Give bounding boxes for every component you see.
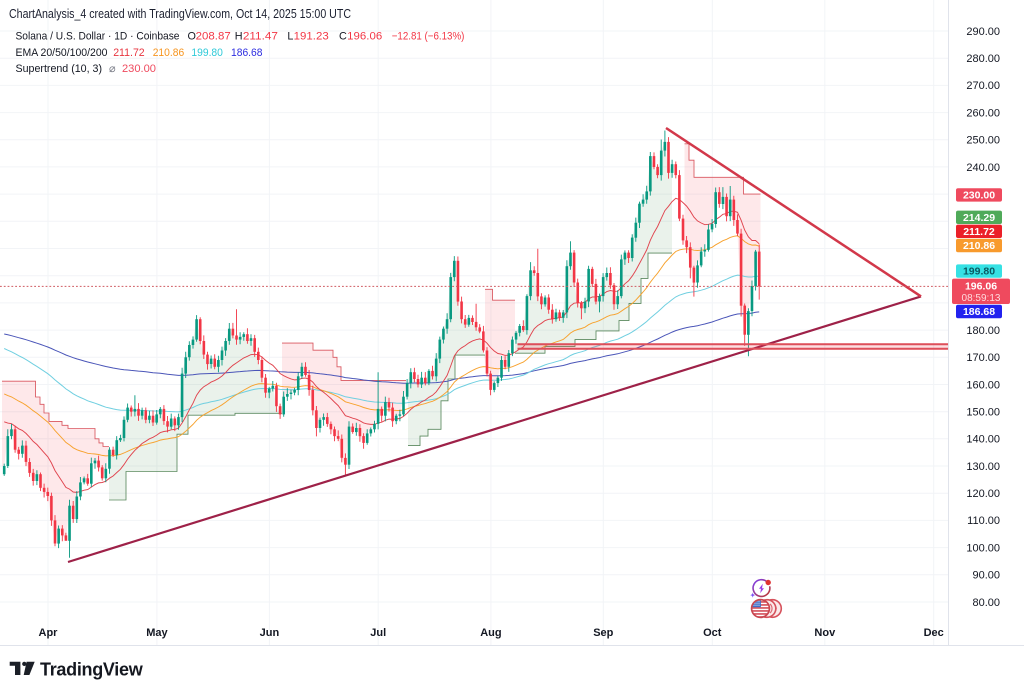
svg-text:Oct: Oct (703, 627, 722, 639)
svg-text:150.00: 150.00 (966, 407, 1000, 419)
svg-text:90.00: 90.00 (972, 570, 1000, 582)
svg-text:240.00: 240.00 (966, 162, 1000, 174)
svg-text:Supertrend (10, 3): Supertrend (10, 3) (16, 63, 103, 75)
svg-text:196.06: 196.06 (347, 31, 382, 43)
svg-text:08:59:13: 08:59:13 (962, 293, 1001, 304)
svg-text:230.00: 230.00 (122, 63, 156, 75)
svg-text:−12.81 (−6.13%): −12.81 (−6.13%) (392, 31, 465, 43)
svg-text:May: May (146, 627, 168, 639)
svg-text:290.00: 290.00 (966, 26, 1000, 38)
svg-text:110.00: 110.00 (967, 515, 1000, 527)
svg-text:186.68: 186.68 (231, 47, 263, 59)
svg-text:199.80: 199.80 (963, 266, 995, 278)
svg-text:H: H (235, 31, 243, 43)
svg-text:180.00: 180.00 (966, 325, 1000, 337)
svg-text:O: O (188, 31, 196, 43)
svg-text:280.00: 280.00 (966, 53, 1000, 65)
svg-text:ChartAnalysis_4 created with T: ChartAnalysis_4 created with TradingView… (9, 7, 351, 21)
svg-text:120.00: 120.00 (966, 488, 1000, 500)
svg-text:Solana / U.S. Dollar · 1D · Co: Solana / U.S. Dollar · 1D · Coinbase (16, 31, 180, 43)
svg-text:270.00: 270.00 (966, 80, 1000, 92)
svg-text:TradingView: TradingView (40, 660, 144, 680)
svg-text:Apr: Apr (39, 627, 59, 639)
svg-text:130.00: 130.00 (966, 461, 1000, 473)
svg-text:170.00: 170.00 (966, 352, 1000, 364)
svg-text:160.00: 160.00 (966, 379, 1000, 391)
svg-text:199.80: 199.80 (191, 47, 223, 59)
svg-text:214.29: 214.29 (963, 212, 995, 224)
svg-text:210.86: 210.86 (963, 240, 995, 252)
svg-text:211.47: 211.47 (243, 31, 278, 43)
svg-text:Dec: Dec (924, 627, 944, 639)
svg-text:140.00: 140.00 (966, 434, 1000, 446)
svg-text:Jun: Jun (260, 627, 280, 639)
svg-text:196.06: 196.06 (965, 281, 997, 293)
svg-text:191.23: 191.23 (294, 31, 329, 43)
svg-text:Jul: Jul (370, 627, 386, 639)
svg-text:Nov: Nov (814, 627, 836, 639)
svg-text:211.72: 211.72 (963, 226, 995, 238)
svg-text:Sep: Sep (593, 627, 613, 639)
svg-text:⌀: ⌀ (109, 63, 116, 75)
svg-text:C: C (339, 31, 347, 43)
svg-text:208.87: 208.87 (196, 31, 231, 43)
svg-text:186.68: 186.68 (963, 306, 995, 318)
svg-text:260.00: 260.00 (966, 107, 1000, 119)
svg-text:EMA 20/50/100/200: EMA 20/50/100/200 (16, 47, 108, 59)
svg-text:Aug: Aug (480, 627, 501, 639)
svg-text:250.00: 250.00 (966, 135, 1000, 147)
svg-text:80.00: 80.00 (972, 597, 1000, 609)
svg-text:210.86: 210.86 (153, 47, 185, 59)
svg-text:100.00: 100.00 (966, 542, 1000, 554)
svg-text:L: L (287, 31, 293, 43)
svg-text:211.72: 211.72 (113, 47, 145, 59)
svg-text:230.00: 230.00 (963, 189, 995, 201)
